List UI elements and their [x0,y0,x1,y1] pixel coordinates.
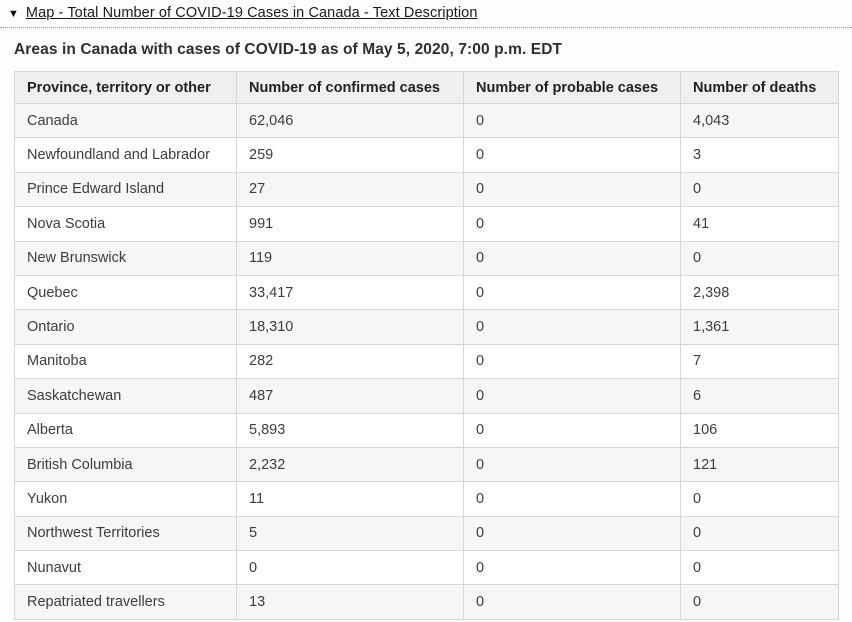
cell-province: Saskatchewan [14,378,237,414]
covid-cases-table: Province, territory or other Number of c… [14,71,839,620]
cell-province: Repatriated travellers [14,584,237,620]
cell-probable-cases: 0 [463,550,681,586]
dotted-divider [0,27,852,28]
cell-confirmed-cases: 18,310 [236,309,464,345]
cell-deaths: 0 [680,515,839,552]
table-row: Newfoundland and Labrador 259 0 3 [14,137,839,173]
table-row: Northwest Territories 5 0 0 [14,515,839,552]
table-header-row: Province, territory or other Number of c… [14,71,839,104]
column-header-confirmed: Number of confirmed cases [236,71,464,104]
cell-deaths: 2,398 [680,274,839,311]
cell-probable-cases: 0 [463,515,681,552]
table-row: Manitoba 282 0 7 [14,343,839,380]
cell-province: Nova Scotia [14,206,237,242]
cell-confirmed-cases: 119 [236,240,464,276]
table-row: British Columbia 2,232 0 121 [14,446,839,483]
table-row: Saskatchewan 487 0 6 [14,378,839,414]
cell-confirmed-cases: 33,417 [236,274,464,311]
cell-deaths: 121 [680,446,839,483]
cell-confirmed-cases: 62,046 [236,102,464,139]
cell-confirmed-cases: 991 [236,206,464,242]
cell-deaths: 0 [680,171,839,208]
cell-probable-cases: 0 [463,171,681,208]
table-row: Alberta 5,893 0 106 [14,412,839,448]
table-row: Canada 62,046 0 4,043 [14,102,839,139]
cell-probable-cases: 0 [463,481,681,517]
cell-deaths: 4,043 [680,102,839,139]
cell-confirmed-cases: 282 [236,343,464,380]
cell-confirmed-cases: 259 [236,137,464,173]
cell-province: Prince Edward Island [14,171,237,208]
cell-confirmed-cases: 5,893 [236,412,464,448]
cell-deaths: 0 [680,481,839,517]
cell-province: Ontario [14,309,237,345]
cell-probable-cases: 0 [463,274,681,311]
cell-probable-cases: 0 [463,206,681,242]
column-header-deaths: Number of deaths [680,71,839,104]
cell-province: British Columbia [14,446,237,483]
cell-deaths: 0 [680,584,839,620]
cell-probable-cases: 0 [463,309,681,345]
table-row: Nunavut 0 0 0 [14,550,839,586]
cell-probable-cases: 0 [463,240,681,276]
cell-confirmed-cases: 11 [236,481,464,517]
cell-probable-cases: 0 [463,343,681,380]
cell-province: Newfoundland and Labrador [14,137,237,173]
content-area: Areas in Canada with cases of COVID-19 a… [0,28,852,620]
cell-deaths: 0 [680,240,839,276]
cell-confirmed-cases: 0 [236,550,464,586]
cell-deaths: 41 [680,206,839,242]
table-row: Ontario 18,310 0 1,361 [14,309,839,345]
cell-confirmed-cases: 487 [236,378,464,414]
cell-province: Canada [14,102,237,139]
cell-deaths: 3 [680,137,839,173]
cell-confirmed-cases: 13 [236,584,464,620]
cell-province: Yukon [14,481,237,517]
table-row: Prince Edward Island 27 0 0 [14,171,839,208]
cell-confirmed-cases: 27 [236,171,464,208]
cell-province: Alberta [14,412,237,448]
triangle-down-icon: ▼ [8,7,19,20]
cell-province: Nunavut [14,550,237,586]
cell-confirmed-cases: 2,232 [236,446,464,483]
table-row: Nova Scotia 991 0 41 [14,206,839,242]
text-description-toggle-label[interactable]: Map - Total Number of COVID-19 Cases in … [25,5,478,21]
text-description-toggle[interactable]: ▼ Map - Total Number of COVID-19 Cases i… [0,0,852,27]
cell-probable-cases: 0 [463,584,681,620]
cell-probable-cases: 0 [463,137,681,173]
cell-deaths: 1,361 [680,309,839,345]
table-row: Repatriated travellers 13 0 0 [14,584,839,620]
cell-confirmed-cases: 5 [236,515,464,552]
table-body: Canada 62,046 0 4,043 Newfoundland and Labra… [14,102,839,620]
cell-probable-cases: 0 [463,446,681,483]
column-header-probable: Number of probable cases [463,71,681,104]
cell-province: Manitoba [14,343,237,380]
cell-probable-cases: 0 [463,378,681,414]
cell-deaths: 6 [680,378,839,414]
cell-province: Quebec [14,274,237,311]
table-row: Yukon 11 0 0 [14,481,839,517]
table-row: Quebec 33,417 0 2,398 [14,274,839,311]
page-title: Areas in Canada with cases of COVID-19 a… [14,41,563,58]
table-header: Province, territory or other Number of c… [14,71,839,104]
cell-deaths: 0 [680,550,839,586]
cell-probable-cases: 0 [463,412,681,448]
cell-deaths: 106 [680,412,839,448]
table-row: New Brunswick 119 0 0 [14,240,839,276]
cell-probable-cases: 0 [463,102,681,139]
cell-province: New Brunswick [14,240,237,276]
column-header-province: Province, territory or other [14,71,237,104]
cell-deaths: 7 [680,343,839,380]
cell-province: Northwest Territories [14,515,237,552]
